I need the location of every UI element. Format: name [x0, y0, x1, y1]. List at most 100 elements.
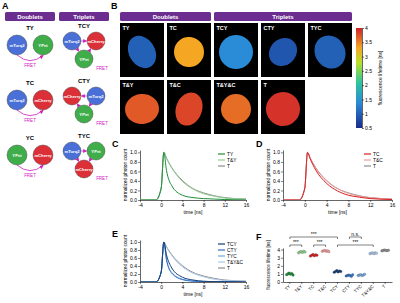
tick: TC [307, 282, 315, 292]
x-axis: -40481216 [138, 200, 249, 208]
tick-label: T [381, 284, 387, 290]
x-axis: TYT&YTCT&CTCYCTYTYCT&Y&CT [284, 282, 393, 298]
tick-label: 0.5 [365, 125, 372, 131]
x-axis: -40481216 [138, 282, 249, 290]
domain [87, 87, 105, 105]
construct-label: TY [26, 25, 34, 31]
fret-arrow [17, 110, 43, 116]
fret-label: FRET [24, 63, 36, 68]
cell [122, 31, 162, 73]
tick-mark [138, 152, 140, 153]
tick-label: 1 [365, 111, 368, 117]
tick: 0.8 [130, 159, 140, 165]
image-label: T [264, 82, 268, 88]
panel-label: D [256, 139, 263, 149]
plot-lines [283, 152, 392, 200]
series-line [283, 152, 392, 200]
cell [263, 32, 303, 72]
y-axis-line [140, 151, 141, 201]
domain-label: YPet [38, 43, 48, 48]
tick: TY [284, 282, 292, 291]
tick-mark [281, 258, 283, 259]
tick: 0.4 [130, 178, 140, 184]
tick-label: 4 [365, 25, 368, 31]
tick: 0.2 [130, 188, 140, 194]
series-line [140, 242, 246, 282]
fret-arrow [89, 49, 90, 51]
point [304, 251, 307, 254]
tick-mark [138, 200, 140, 201]
tick: 12 [368, 200, 374, 208]
domain-label: YPet [91, 149, 101, 154]
tick-mark [138, 258, 140, 259]
legend: TYT&YT [218, 152, 237, 169]
series-line [140, 242, 246, 282]
tick-mark [138, 171, 140, 172]
image-frame [120, 23, 164, 77]
tick: 1.5 [362, 97, 372, 103]
tick: 12 [223, 282, 229, 290]
tick: 16 [244, 200, 250, 208]
tick: 0.6 [130, 255, 140, 261]
legend-label: T&Y&C [227, 260, 244, 265]
point [363, 273, 366, 276]
image-frame [214, 80, 258, 134]
tick-mark [138, 190, 140, 191]
domain-label: mCherry [75, 167, 93, 172]
tick-label: 0.6 [130, 255, 137, 261]
tick-mark [325, 282, 326, 284]
tick-label: 0.4 [273, 178, 280, 184]
legend-swatch [364, 153, 371, 154]
y-axis: 01234 [277, 247, 283, 285]
tick-mark [362, 71, 364, 72]
panel-b: BDoubletsTripletsTYTCTCYCTYTYCT&YT&CT&Y&… [111, 1, 383, 134]
significance-bracket [338, 245, 374, 247]
image-label: TY [123, 25, 130, 31]
chart: FTYT&YTCT&CTCYCTYTYCT&Y&CT01234fluoresce… [256, 231, 393, 298]
tick-label: 1.0 [273, 149, 280, 155]
header: Doublets [153, 14, 179, 20]
tick-mark [373, 282, 374, 284]
y-axis: 0.00.20.40.60.81.0 [130, 149, 140, 203]
fret-arrow [17, 55, 43, 61]
domain [63, 87, 81, 105]
tick: -4 [281, 200, 286, 208]
domain-label: YPet [79, 57, 89, 62]
domain [63, 142, 81, 160]
tick-label: 16 [244, 202, 250, 208]
tick-label: T&Y [294, 284, 304, 294]
tick-mark [362, 42, 364, 43]
construct-label: TC [26, 80, 35, 86]
tick: 0.0 [130, 279, 140, 285]
y-title: fluorescence lifetime [ns] [266, 240, 271, 290]
panel-label: E [112, 229, 118, 239]
tick-label: -4 [138, 284, 143, 290]
tick: 0.6 [130, 169, 140, 175]
tick-label: 0.8 [273, 159, 280, 165]
tick-mark [281, 181, 283, 182]
tick-mark [138, 266, 140, 267]
significance-bracket [290, 237, 338, 239]
tick-mark [281, 282, 283, 283]
tick: 8 [348, 200, 351, 208]
image-frame [167, 23, 211, 77]
tick: 3 [277, 255, 283, 261]
tick-label: 12 [223, 202, 229, 208]
tick-label: 0.8 [130, 247, 137, 253]
tick-label: T&Y&C [361, 283, 376, 298]
x-axis-line [284, 282, 393, 283]
tick: 4 [277, 247, 283, 253]
domain [63, 32, 81, 50]
tick: -4 [138, 200, 143, 208]
tick-mark [281, 152, 283, 153]
construct-label: YC [26, 135, 35, 141]
tick-mark [362, 128, 364, 129]
header-box [214, 12, 352, 21]
fret-arrow [82, 41, 87, 42]
tick: 2.5 [362, 68, 372, 74]
points [285, 249, 389, 278]
x-axis-line [284, 200, 393, 201]
domain [87, 142, 105, 160]
tick-label: 0.4 [130, 263, 137, 269]
tick-label: 3 [277, 255, 280, 261]
